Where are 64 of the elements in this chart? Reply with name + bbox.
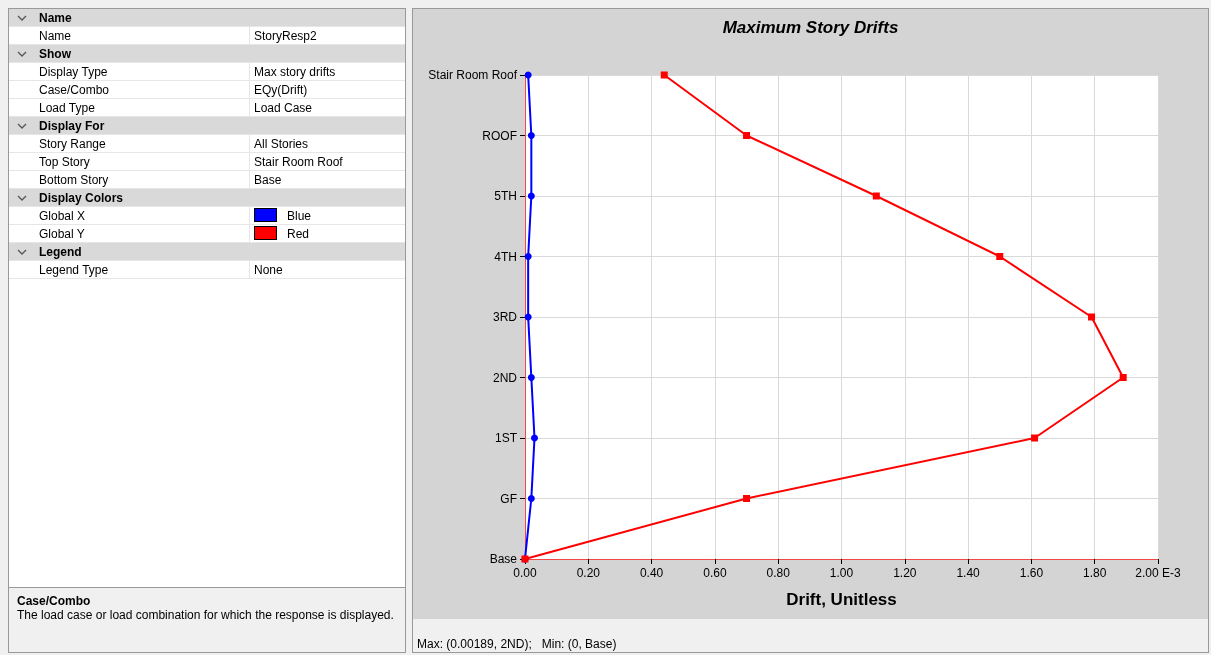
y-tick-label: GF: [500, 491, 517, 506]
point: [527, 192, 535, 200]
text: All Stories: [254, 137, 309, 151]
category-label: Name: [39, 29, 72, 43]
x-tick-label: 2.00 E-3: [1135, 566, 1181, 580]
category-label: Display Colors: [39, 191, 124, 205]
point: [1119, 374, 1127, 381]
text: Stair Room Roof: [254, 155, 343, 169]
category-label: Display Type: [39, 65, 108, 79]
text: EQy(Drift): [254, 83, 308, 97]
point: [531, 434, 538, 442]
text: Load Case: [254, 101, 313, 115]
x-tick-label: 1.00: [829, 566, 854, 580]
point: [527, 374, 535, 381]
category-label: Display For: [39, 119, 105, 133]
text: Case/Combo: [17, 594, 92, 608]
y-tick-label: Base: [489, 552, 518, 566]
category-label: Top Story: [39, 155, 90, 169]
x-axis-title: Drift, Unitless: [786, 590, 897, 609]
category-label: Name: [39, 11, 72, 25]
category-label: Legend Type: [39, 263, 109, 277]
text: Base: [254, 173, 282, 187]
text: StoryResp2: [254, 29, 317, 43]
x-tick-label: 0.40: [639, 566, 664, 580]
y-tick-label: 3RD: [492, 310, 518, 324]
x-tick-label: 1.40: [956, 566, 981, 580]
point: [527, 495, 535, 502]
point: [527, 132, 535, 139]
point: [1031, 434, 1039, 442]
x-tick-label: 1.20: [893, 566, 917, 580]
x-tick-label: 1.80: [1083, 566, 1107, 580]
y-tick-label: 2ND: [492, 370, 518, 385]
text: The load case or load combination for which the response is displayed.: [17, 608, 395, 622]
category-label: Case/Combo: [39, 83, 110, 97]
x-tick-label: 0.00: [513, 566, 537, 580]
category-label: Global Y: [39, 227, 85, 241]
text: Blue: [287, 209, 312, 223]
text: Max: (0.00189, 2ND); Min: (0, Base): [417, 637, 617, 651]
category-label: Bottom Story: [39, 173, 109, 187]
point: [524, 253, 532, 260]
y-tick-label: 1ST: [494, 431, 518, 445]
chart-title: Maximum Story Drifts: [722, 18, 899, 37]
category-label: Legend: [39, 245, 82, 259]
x-tick-label: 0.80: [766, 566, 791, 580]
point: [743, 132, 751, 139]
point: [1088, 313, 1096, 321]
y-tick-label: 4TH: [494, 249, 517, 264]
point: [872, 192, 880, 200]
point: [996, 253, 1004, 260]
x-tick-label: 0.20: [576, 566, 601, 580]
y-tick-label: ROOF: [482, 128, 517, 143]
y-tick-label: 5TH: [494, 189, 517, 203]
text: Max story drifts: [254, 65, 336, 79]
text: None: [254, 263, 283, 277]
x-tick-label: 0.60: [703, 566, 727, 580]
x-tick-label: 1.60: [1019, 566, 1044, 580]
y-tick-label: Stair Room Roof: [428, 68, 518, 82]
text: Red: [287, 227, 310, 241]
category-label: Story Range: [39, 137, 106, 151]
point: [743, 495, 751, 502]
point: [660, 71, 668, 79]
category-label: Show: [39, 47, 71, 61]
category-label: Global X: [39, 209, 86, 223]
category-label: Load Type: [39, 101, 95, 115]
